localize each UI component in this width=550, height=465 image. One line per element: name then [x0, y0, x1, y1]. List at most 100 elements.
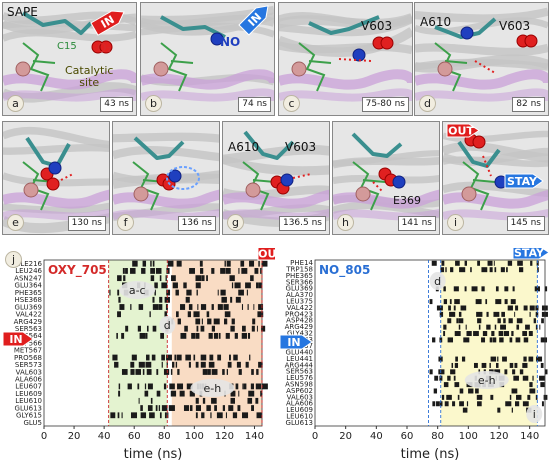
- iron-atom: [291, 61, 307, 77]
- x-tick-label: 140: [520, 431, 539, 442]
- contact-mark: [142, 369, 145, 375]
- contact-mark: [477, 318, 482, 324]
- distance-dots: [372, 181, 384, 193]
- residue-tick-label: LEU607: [15, 383, 42, 391]
- contact-mark: [509, 362, 514, 368]
- oxygen-atom: [472, 135, 486, 149]
- contact-mark: [491, 331, 495, 337]
- contact-mark: [439, 337, 443, 343]
- helix-ribbon: [113, 208, 219, 221]
- x-tick-label: 0: [41, 431, 47, 442]
- contact-mark: [177, 383, 184, 390]
- residue-tick-label: VAL422: [16, 311, 42, 319]
- contact-mark: [260, 390, 263, 397]
- residue-tick-label: PRO568: [14, 354, 42, 362]
- i-label: i: [533, 408, 536, 421]
- contact-mark: [251, 405, 254, 411]
- iron-atom: [355, 186, 371, 202]
- contact-mark: [481, 362, 487, 368]
- contact-mark: [534, 286, 540, 292]
- contact-mark: [447, 337, 454, 343]
- contact-mark: [507, 305, 513, 311]
- protein-ribbon: [3, 29, 136, 42]
- residue-tick-label: SER366: [286, 278, 314, 286]
- contact-mark: [451, 362, 454, 368]
- x-tick-label: 100: [185, 431, 204, 442]
- contact-mark: [144, 390, 149, 397]
- contact-mark: [208, 332, 213, 339]
- contact-mark: [176, 354, 182, 361]
- contact-mark: [197, 304, 199, 310]
- contact-mark: [142, 260, 147, 267]
- contact-mark: [159, 275, 162, 282]
- contact-mark: [509, 394, 512, 400]
- contact-mark: [207, 369, 211, 375]
- panel-time: 82 ns: [512, 97, 545, 112]
- contact-mark: [161, 282, 168, 289]
- panel-label-j: j: [5, 251, 22, 268]
- helix-ribbon: [415, 88, 548, 102]
- residue-tick-label: TRP158: [285, 266, 313, 274]
- contact-mark: [454, 299, 460, 305]
- residue-tick-label: GLU440: [286, 349, 313, 357]
- contact-mark: [258, 260, 260, 267]
- contact-mark: [454, 362, 459, 368]
- panel-label: e: [7, 214, 24, 231]
- contact-mark: [118, 390, 121, 397]
- contact-mark: [455, 260, 460, 266]
- contact-mark: [130, 304, 132, 310]
- contact-mark: [117, 275, 122, 282]
- residue-tick-label: ASP428: [286, 317, 313, 325]
- contact-mark: [211, 268, 215, 274]
- helix-ribbon: [3, 189, 109, 209]
- contact-mark: [184, 325, 188, 332]
- oxygen-atom: [380, 36, 394, 50]
- contact-mark: [222, 369, 225, 375]
- protein-ribbon: [443, 156, 548, 168]
- contact-mark: [214, 405, 217, 411]
- contact-mark: [434, 375, 439, 381]
- contact-mark: [186, 289, 192, 296]
- contact-mark: [207, 318, 212, 325]
- in-arrow-tag-shape: [238, 5, 269, 36]
- contact-mark: [498, 331, 504, 337]
- contact-mark: [170, 369, 173, 375]
- contact-mark: [522, 331, 528, 337]
- contact-mark: [255, 383, 262, 390]
- iron-atom: [245, 182, 261, 198]
- contact-mark: [512, 286, 515, 292]
- contact-mark: [533, 318, 536, 324]
- contact-mark: [243, 383, 247, 390]
- residue-tick-label: TRP566: [14, 339, 42, 347]
- contact-mark: [125, 268, 128, 274]
- v603-label: V603: [361, 19, 393, 33]
- contact-mark: [131, 354, 137, 361]
- contact-mark: [481, 267, 488, 273]
- contact-mark: [516, 394, 522, 400]
- contact-mark: [164, 296, 170, 303]
- contact-mark: [494, 324, 497, 330]
- protein-ribbon: [443, 130, 548, 143]
- contact-mark: [441, 394, 445, 400]
- contact-mark: [183, 405, 190, 411]
- panel-label: b: [145, 95, 162, 112]
- contact-mark: [489, 362, 491, 368]
- contact-mark: [444, 401, 449, 407]
- iron-atom: [23, 182, 39, 198]
- contact-mark: [494, 369, 501, 375]
- contact-mark: [201, 412, 205, 419]
- contact-mark: [453, 305, 456, 311]
- contact-mark: [147, 383, 153, 390]
- contact-mark: [200, 354, 207, 361]
- contact-mark: [228, 405, 234, 411]
- residue-tick-label: HSE368: [15, 296, 43, 304]
- contact-mark: [195, 282, 201, 289]
- contact-mark: [527, 394, 531, 400]
- contact-mark: [232, 412, 238, 419]
- contact-mark: [206, 275, 208, 282]
- d-label: d: [434, 275, 441, 288]
- contact-mark: [497, 318, 501, 324]
- contact-mark: [154, 282, 158, 289]
- contact-mark: [150, 268, 156, 274]
- iron-atom: [133, 186, 149, 202]
